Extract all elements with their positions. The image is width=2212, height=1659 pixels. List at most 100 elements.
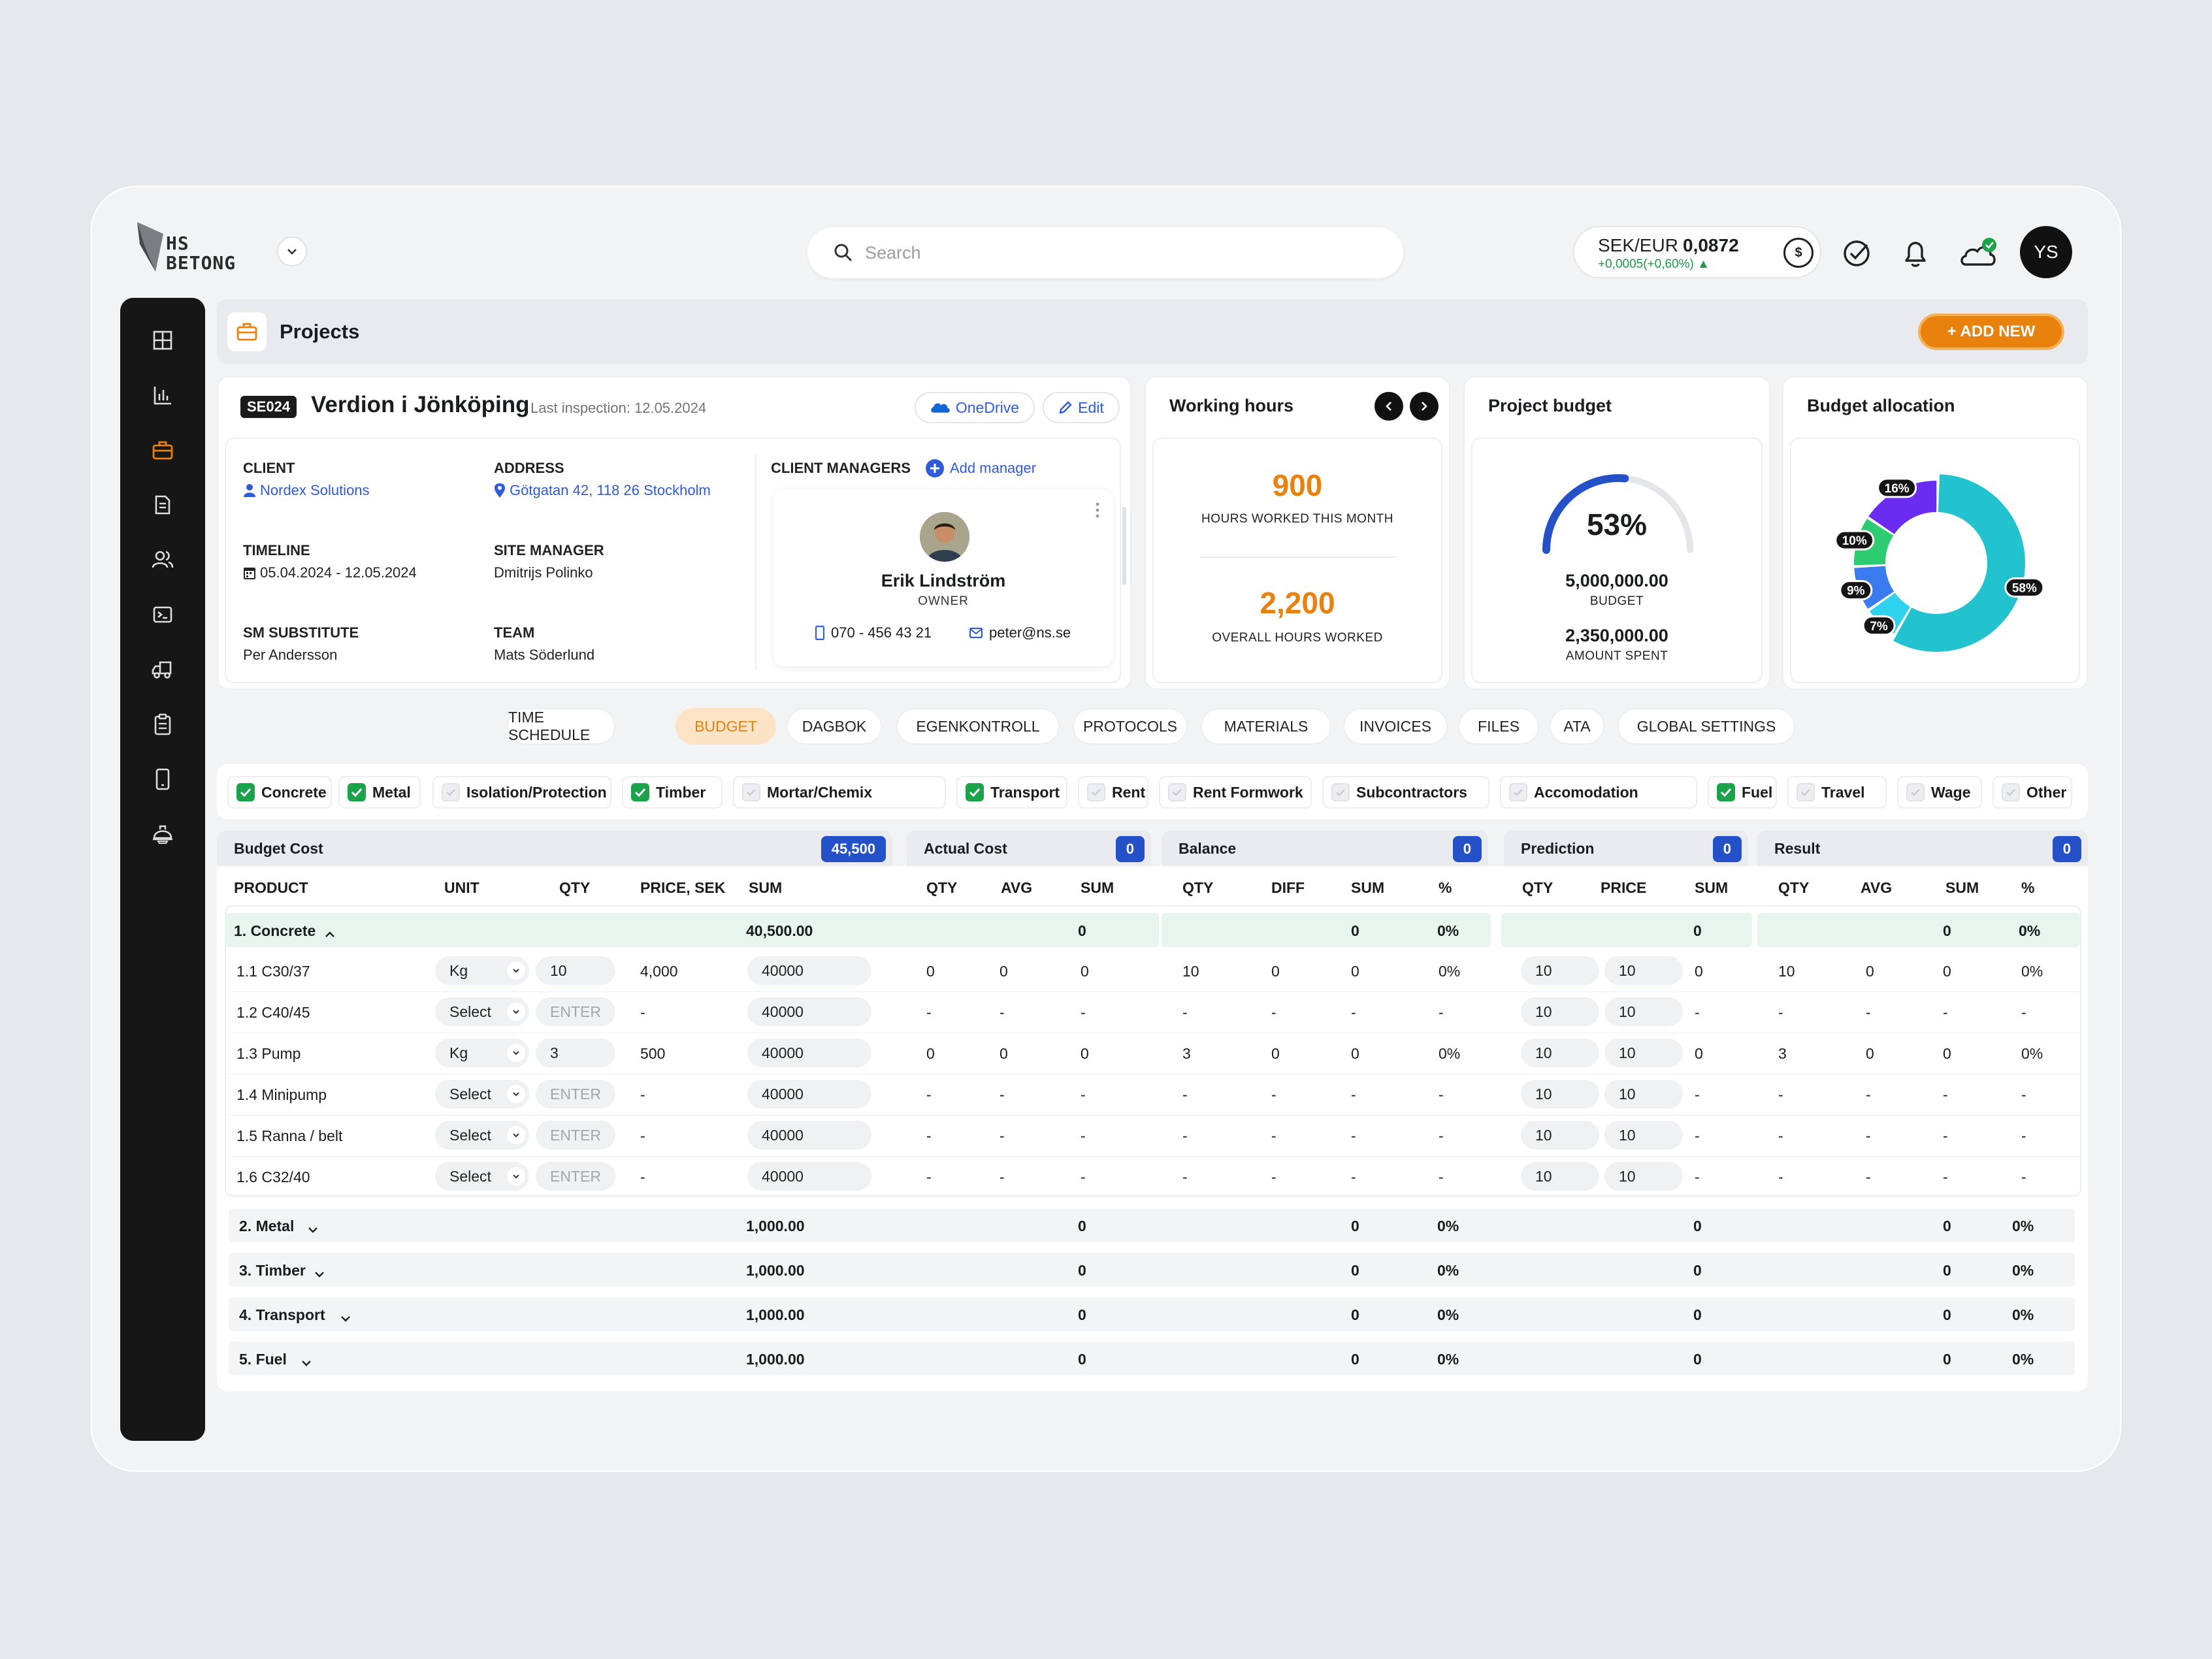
chevron-up-icon[interactable] [324, 925, 337, 937]
filter-chip-mortar-chemix[interactable]: Mortar/Chemix [733, 776, 946, 809]
prediction-price-input[interactable]: 10 [1604, 997, 1683, 1026]
checkbox-icon[interactable] [442, 783, 460, 801]
checkbox-icon[interactable] [1168, 783, 1186, 801]
user-avatar[interactable]: YS [2020, 226, 2072, 278]
sidebar-document-icon[interactable] [145, 487, 180, 523]
unit-select[interactable]: Kg [435, 1039, 529, 1067]
prediction-price-input[interactable]: 10 [1604, 1121, 1683, 1150]
manager-email[interactable]: peter@ns.se [969, 624, 1071, 641]
checkbox-icon[interactable] [236, 783, 255, 801]
checkbox-icon[interactable] [631, 783, 649, 801]
group-row[interactable] [229, 1297, 2075, 1331]
filter-chip-metal[interactable]: Metal [338, 776, 421, 809]
checkbox-icon[interactable] [1331, 783, 1350, 801]
checkbox-icon[interactable] [966, 783, 984, 801]
sum-input[interactable]: 40000 [747, 1121, 871, 1150]
qty-input[interactable]: ENTER [536, 1162, 615, 1191]
tab-invoices[interactable]: INVOICES [1343, 708, 1448, 745]
search-bar[interactable] [807, 227, 1403, 278]
sidebar-briefcase-icon[interactable] [145, 432, 180, 468]
unit-select[interactable]: Select [435, 1080, 529, 1108]
tab-protocols[interactable]: PROTOCOLS [1073, 708, 1188, 745]
checkbox-icon[interactable] [1906, 783, 1925, 801]
company-switcher-button[interactable] [277, 236, 307, 266]
filter-chip-fuel[interactable]: Fuel [1708, 776, 1777, 809]
checkbox-icon[interactable] [742, 783, 760, 801]
donut-slice[interactable] [1868, 481, 1937, 534]
checkbox-icon[interactable] [1087, 783, 1105, 801]
tab-global-settings[interactable]: GLOBAL SETTINGS [1618, 708, 1795, 745]
checkbox-icon[interactable] [348, 783, 366, 801]
sidebar-helmet-icon[interactable] [145, 816, 180, 852]
filter-chip-transport[interactable]: Transport [956, 776, 1067, 809]
group-row[interactable] [229, 1253, 2075, 1287]
prediction-price-input[interactable]: 10 [1604, 1039, 1683, 1067]
qty-input[interactable]: 3 [536, 1039, 615, 1067]
filter-chip-travel[interactable]: Travel [1787, 776, 1887, 809]
chevron-down-icon[interactable] [340, 1309, 351, 1322]
currency-exchange-icon[interactable]: $ [1783, 238, 1814, 268]
sidebar-mobile-icon[interactable] [145, 762, 180, 797]
prediction-qty-input[interactable]: 10 [1521, 956, 1599, 985]
filter-chip-timber[interactable]: Timber [622, 776, 723, 809]
prediction-qty-input[interactable]: 10 [1521, 997, 1599, 1026]
filter-chip-concrete[interactable]: Concrete [227, 776, 332, 809]
filter-chip-wage[interactable]: Wage [1897, 776, 1982, 809]
unit-select[interactable]: Select [435, 997, 529, 1026]
chevron-down-icon[interactable] [301, 1353, 312, 1366]
tab-materials[interactable]: MATERIALS [1201, 708, 1331, 745]
filter-chip-subcontractors[interactable]: Subcontractors [1322, 776, 1489, 809]
checkbox-icon[interactable] [1717, 783, 1735, 801]
unit-select[interactable]: Kg [435, 956, 529, 985]
tab-files[interactable]: FILES [1458, 708, 1539, 745]
sum-input[interactable]: 40000 [747, 1162, 871, 1191]
sidebar-clipboard-icon[interactable] [145, 707, 180, 742]
brand-logo[interactable]: HS BETONG [136, 221, 247, 276]
sidebar-terminal-icon[interactable] [145, 597, 180, 632]
unit-select[interactable]: Select [435, 1162, 529, 1191]
tab-ata[interactable]: ATA [1550, 708, 1604, 745]
next-button[interactable] [1410, 392, 1439, 421]
filter-chip-accomodation[interactable]: Accomodation [1500, 776, 1697, 809]
onedrive-button[interactable]: OneDrive [915, 392, 1035, 423]
filter-chip-rent-formwork[interactable]: Rent Formwork [1159, 776, 1312, 809]
prediction-qty-input[interactable]: 10 [1521, 1039, 1599, 1067]
manager-card[interactable]: Erik Lindström OWNER 070 - 456 43 21 pet… [773, 490, 1113, 666]
manager-phone[interactable]: 070 - 456 43 21 [815, 624, 932, 641]
filter-chip-other[interactable]: Other [1992, 776, 2072, 809]
address-link[interactable]: Götgatan 42, 118 26 Stockholm [494, 482, 711, 499]
prediction-qty-input[interactable]: 10 [1521, 1121, 1599, 1150]
donut-slice[interactable] [1893, 474, 2025, 652]
checkbox-icon[interactable] [2002, 783, 2020, 801]
sum-input[interactable]: 40000 [747, 1080, 871, 1108]
prediction-qty-input[interactable]: 10 [1521, 1080, 1599, 1108]
prev-button[interactable] [1374, 392, 1403, 421]
bell-icon[interactable] [1897, 235, 1934, 272]
tab-time-schedule[interactable]: TIME SCHEDULE [507, 708, 615, 745]
tab-dagbok[interactable]: DAGBOK [787, 708, 882, 745]
checkbox-icon[interactable] [1509, 783, 1527, 801]
add-manager-button[interactable]: Add manager [925, 459, 1036, 478]
sidebar-chart-icon[interactable] [145, 378, 180, 413]
donut-slice[interactable] [1869, 592, 1910, 634]
sum-input[interactable]: 40000 [747, 997, 871, 1026]
qty-input[interactable]: 10 [536, 956, 615, 985]
tab-budget[interactable]: BUDGET [675, 708, 776, 745]
sidebar-truck-icon[interactable] [145, 652, 180, 687]
prediction-qty-input[interactable]: 10 [1521, 1162, 1599, 1191]
tab-egenkontroll[interactable]: EGENKONTROLL [896, 708, 1060, 745]
manager-list-scrollbar[interactable] [1122, 507, 1126, 585]
group-row[interactable] [229, 1208, 2075, 1242]
chevron-down-icon[interactable] [307, 1220, 319, 1233]
search-input[interactable] [865, 242, 1374, 263]
sidebar-dashboard-icon[interactable] [145, 323, 180, 358]
more-vertical-icon[interactable] [1095, 502, 1100, 519]
currency-widget[interactable]: SEK/EUR 0,0872 +0,0005(+0,60%) ▲ $ [1573, 226, 1821, 278]
filter-chip-rent[interactable]: Rent [1078, 776, 1148, 809]
prediction-price-input[interactable]: 10 [1604, 1080, 1683, 1108]
qty-input[interactable]: ENTER [536, 1080, 615, 1108]
checkbox-icon[interactable] [1797, 783, 1815, 801]
qty-input[interactable]: ENTER [536, 997, 615, 1026]
unit-select[interactable]: Select [435, 1121, 529, 1150]
group-row[interactable] [229, 1342, 2075, 1376]
